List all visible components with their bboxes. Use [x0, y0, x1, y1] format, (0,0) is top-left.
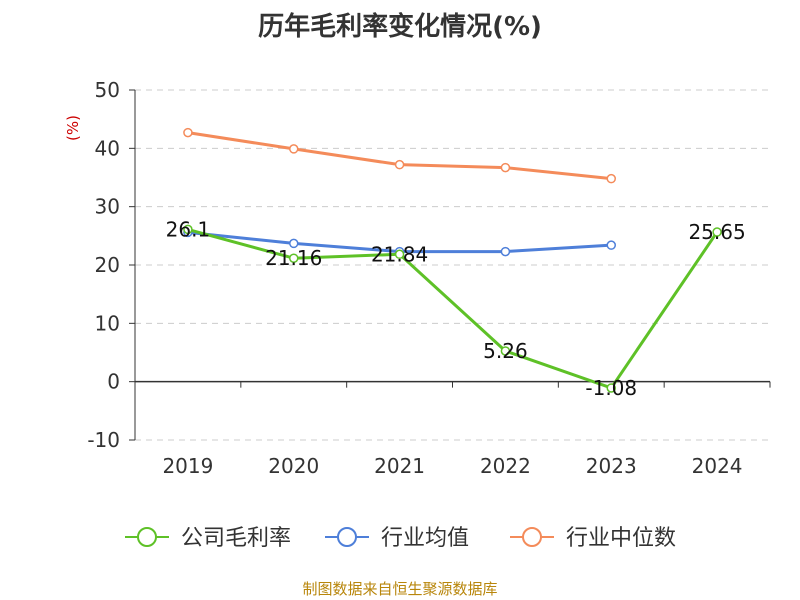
data-point	[500, 162, 511, 173]
y-tick-label: 20	[95, 253, 120, 277]
data-label: 21.16	[265, 246, 322, 270]
x-tick-label: 2024	[692, 454, 743, 478]
legend-label: 公司毛利率	[181, 526, 291, 551]
legend-swatch-marker	[337, 527, 357, 547]
data-point	[606, 240, 616, 250]
x-tick-label: 2022	[480, 454, 531, 478]
chart-title: 历年毛利率变化情况(%)	[258, 12, 542, 42]
data-point	[289, 144, 299, 154]
legend-swatch-marker	[137, 527, 157, 547]
data-point	[183, 127, 193, 138]
legend-label: 行业中位数	[566, 526, 676, 551]
series-line-2	[187, 131, 612, 181]
x-tick-label: 2021	[374, 454, 425, 478]
data-point	[183, 224, 193, 235]
data-point	[500, 346, 511, 356]
y-tick-label: 10	[95, 311, 120, 335]
data-label: 25.65	[688, 220, 745, 244]
data-label: 5.26	[483, 339, 528, 363]
data-point	[289, 253, 299, 263]
data-point	[394, 159, 405, 170]
x-tick-label: 2019	[162, 454, 213, 478]
data-point	[712, 227, 722, 237]
y-axis-label: (%)	[64, 115, 82, 141]
data-point	[606, 173, 616, 184]
y-tick-label: 0	[107, 370, 120, 394]
data-point	[394, 249, 405, 260]
y-tick-label: 30	[95, 195, 120, 219]
y-tick-label: 40	[95, 136, 120, 160]
data-point	[606, 383, 616, 393]
legend-label: 行业均值	[381, 526, 469, 551]
data-point	[289, 238, 299, 249]
x-tick-label: 2020	[268, 454, 319, 478]
y-tick-label: 50	[95, 78, 120, 102]
data-point	[500, 246, 511, 257]
x-tick-label: 2023	[586, 454, 637, 478]
data-label: -1.08	[585, 376, 637, 400]
data-label: 26.1	[166, 217, 211, 241]
data-source-note: 制图数据来自恒生聚源数据库	[302, 580, 498, 598]
series-line-0	[187, 227, 719, 390]
y-tick-label: -10	[87, 428, 120, 452]
data-label: 21.84	[371, 242, 428, 266]
legend-swatch-marker	[522, 527, 542, 547]
